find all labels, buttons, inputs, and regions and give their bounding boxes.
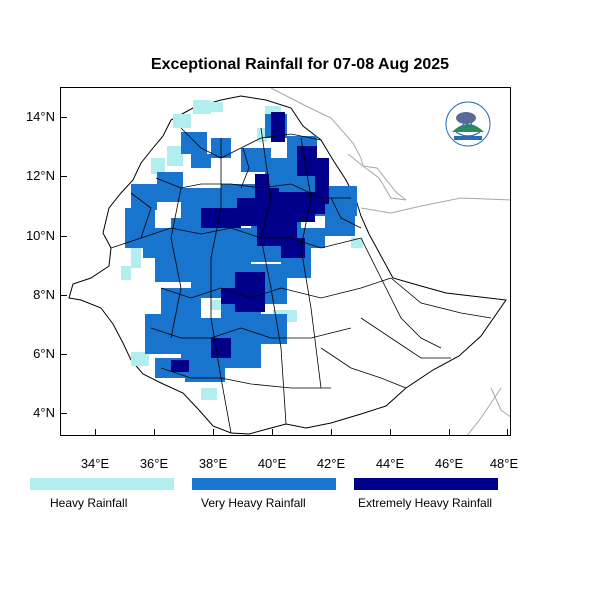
legend-label-very-heavy: Very Heavy Rainfall (201, 496, 306, 510)
neighbor-boundaries (270, 88, 510, 435)
y-tick-mark (60, 176, 67, 177)
coastline (362, 165, 407, 201)
y-tick-label: 4°N (33, 405, 55, 420)
y-tick-mark (60, 354, 67, 355)
extremely-heavy-rainfall-cells (171, 112, 329, 372)
x-tick-mark (390, 429, 391, 436)
y-tick-label: 10°N (25, 228, 55, 243)
x-tick-mark (154, 429, 155, 436)
map-panel (60, 87, 511, 436)
admin-boundaries (110, 127, 492, 434)
x-tick-label: 36°E (139, 456, 169, 471)
ethiopia-rainfall-map (68, 88, 510, 435)
x-tick-label: 34°E (80, 456, 110, 471)
x-tick-mark (331, 429, 332, 436)
x-tick-label: 42°E (316, 456, 346, 471)
y-tick-mark (60, 117, 67, 118)
y-tick-label: 8°N (33, 287, 55, 302)
y-tick-label: 12°N (25, 168, 55, 183)
x-tick-mark (449, 429, 450, 436)
legend-label-extremely-heavy: Extremely Heavy Rainfall (358, 496, 493, 510)
x-tick-mark (213, 429, 214, 436)
y-tick-mark (60, 295, 67, 296)
x-tick-label: 38°E (198, 456, 228, 471)
y-tick-mark (60, 413, 67, 414)
legend-swatch-very-heavy (192, 478, 336, 490)
x-tick-label: 44°E (375, 456, 405, 471)
legend-swatch-extremely-heavy (354, 478, 498, 490)
x-tick-label: 46°E (434, 456, 464, 471)
x-tick-label: 40°E (257, 456, 287, 471)
x-tick-mark (272, 429, 273, 436)
x-tick-mark (95, 429, 96, 436)
legend-swatch-heavy (30, 478, 174, 490)
x-tick-label: 48°E (489, 456, 519, 471)
map-title: Exceptional Rainfall for 07-08 Aug 2025 (150, 56, 450, 73)
y-tick-label: 14°N (25, 109, 55, 124)
legend-label-heavy: Heavy Rainfall (50, 496, 128, 510)
y-tick-label: 6°N (33, 346, 55, 361)
y-tick-mark (60, 236, 67, 237)
ethiopian-meteorology-institute-logo (440, 96, 496, 152)
x-tick-mark (507, 429, 508, 436)
